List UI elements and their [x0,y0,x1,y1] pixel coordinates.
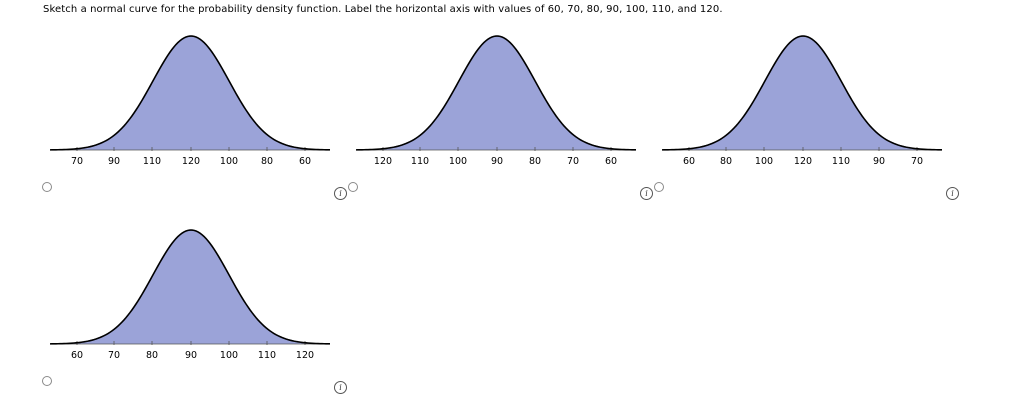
normal-curve-line [49,229,331,345]
curve-area [50,36,330,150]
normal-curve-line [49,35,331,151]
tick-label: 120 [295,350,315,361]
tick-label: 120 [793,156,813,167]
tick-label: 110 [831,156,851,167]
tick-label: 60 [70,350,84,361]
tick-label: 60 [298,156,312,167]
tick-label: 110 [257,350,277,361]
tick-label: 90 [872,156,886,167]
radio-button-option-d[interactable] [42,376,52,386]
tick-label: 60 [682,156,696,167]
tick-label: 110 [410,156,430,167]
question-prompt: Sketch a normal curve for the probabilit… [43,4,723,15]
normal-curve-graph [355,35,637,151]
tick-label: 120 [181,156,201,167]
info-icon[interactable]: i [334,187,347,200]
tick-label: 90 [184,350,198,361]
curve-area [356,36,636,150]
tick-label: 100 [754,156,774,167]
curve-area [662,36,942,150]
tick-label: 80 [719,156,733,167]
radio-button-option-b[interactable] [348,182,358,192]
tick-label: 110 [142,156,162,167]
tick-label: 80 [260,156,274,167]
tick-label: 70 [107,350,121,361]
tick-label: 70 [70,156,84,167]
tick-label: 90 [107,156,121,167]
tick-label: 100 [448,156,468,167]
radio-button-option-a[interactable] [42,182,52,192]
normal-curve-graph [49,35,331,151]
tick-label: 100 [219,350,239,361]
normal-curve-line [661,35,943,151]
info-icon[interactable]: i [640,187,653,200]
tick-label: 70 [566,156,580,167]
tick-label: 80 [145,350,159,361]
tick-label: 90 [490,156,504,167]
normal-curve-line [355,35,637,151]
info-icon[interactable]: i [334,381,347,394]
info-icon[interactable]: i [946,187,959,200]
tick-label: 120 [373,156,393,167]
tick-label: 80 [528,156,542,167]
tick-label: 70 [910,156,924,167]
tick-label: 100 [219,156,239,167]
curve-area [50,230,330,344]
radio-button-option-c[interactable] [654,182,664,192]
normal-curve-graph [49,229,331,345]
tick-label: 60 [604,156,618,167]
normal-curve-graph [661,35,943,151]
